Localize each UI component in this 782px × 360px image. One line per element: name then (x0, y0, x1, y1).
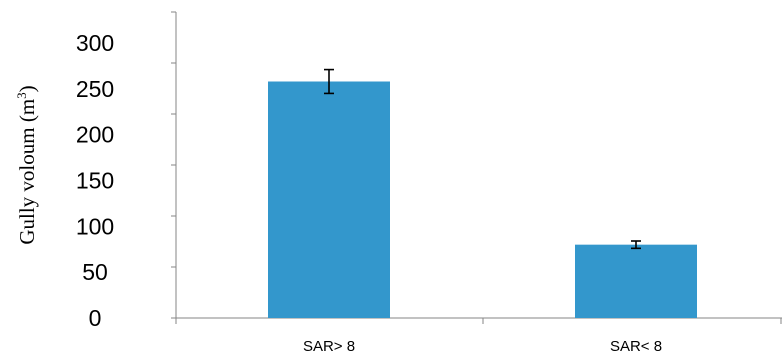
y-axis-tick-labels: 0 50 100 150 250 200 300 (76, 30, 114, 331)
y-tick-label: 300 (76, 30, 114, 56)
y-tick-label: 0 (89, 305, 102, 331)
x-tick-label: SAR> 8 (303, 338, 355, 355)
y-axis-label-text: Gully voloum (m (15, 99, 39, 245)
bar (575, 244, 697, 318)
x-tick-label: SAR< 8 (610, 338, 662, 355)
y-axis-label-superscript: 3 (14, 92, 29, 99)
bars (268, 68, 697, 318)
y-tick-label: 100 (76, 213, 114, 239)
x-axis-tick-marks (175, 318, 782, 324)
y-axis-label-close: ) (15, 85, 39, 92)
error-bar (631, 240, 641, 250)
y-tick-label: 50 (82, 259, 108, 285)
y-axis-label: Gully voloum (m3) (14, 85, 39, 244)
y-tick-label: 200 (76, 122, 114, 148)
y-axis-tick-marks (171, 11, 176, 319)
y-tick-label: 150 (76, 168, 114, 194)
x-axis-tick-labels: SAR> 8 SAR< 8 (303, 338, 662, 355)
error-bar (324, 68, 334, 95)
y-tick-label: 250 (76, 76, 114, 102)
bar (268, 81, 390, 318)
